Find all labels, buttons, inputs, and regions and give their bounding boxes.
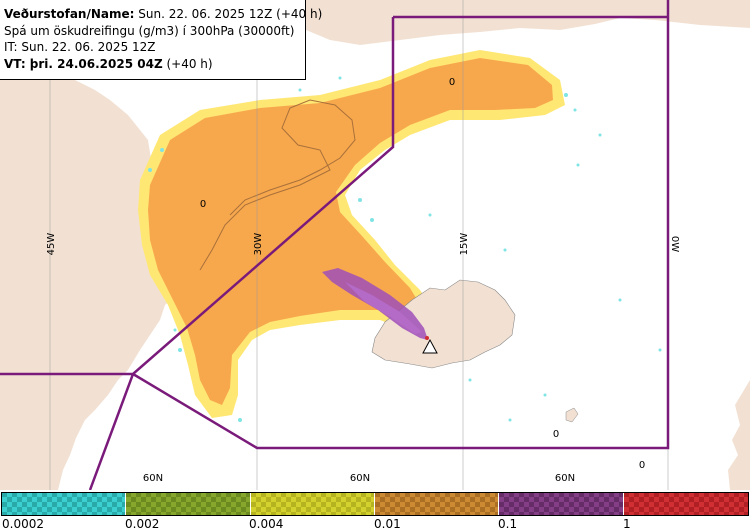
- contour-label-3: 0: [553, 429, 559, 440]
- lat-label-2: 60N: [350, 473, 370, 484]
- faroe-islands: [565, 407, 579, 423]
- concentration-legend: 0.0002 0.002 0.004 0.01 0.1 1: [0, 490, 750, 532]
- info-source-label: Veðurstofan/Name:: [4, 7, 135, 21]
- lon-label-30w: 30W: [253, 233, 264, 256]
- ash-plume-core: [345, 282, 422, 334]
- info-valid-offset: (+40 h): [162, 56, 213, 71]
- legend-swatch-1: [2, 492, 125, 516]
- info-line-2: Spá um öskudreifingu (g/m3) í 300hPa (30…: [4, 23, 295, 38]
- legend-swatch-6: [624, 492, 748, 516]
- ash-forecast-map: 45W 30W 15W 0W 60N 60N 60N 0 0 0 0: [0, 0, 750, 490]
- contour-label-1: 0: [449, 77, 455, 88]
- lat-label-3: 60N: [555, 473, 575, 484]
- legend-tick-1: 0.0002: [2, 517, 44, 531]
- legend-swatch-5: [499, 492, 623, 516]
- lat-label-1: 60N: [143, 473, 163, 484]
- legend-swatch-4: [375, 492, 498, 516]
- longitude-labels: 45W 30W 15W 0W: [46, 233, 680, 256]
- greenland-north-land: [300, 0, 750, 45]
- info-line-1: Veðurstofan/Name: Sun. 22. 06. 2025 12Z …: [4, 6, 322, 23]
- lon-label-15w: 15W: [459, 233, 470, 256]
- ash-cyan-edge: [148, 76, 662, 422]
- volcano-triangle-icon: [422, 338, 438, 354]
- legend-tick-3: 0.004: [249, 517, 284, 531]
- volcano-dot-icon: [425, 336, 429, 340]
- norway-coast: [728, 380, 750, 490]
- legend-swatch-3: [251, 492, 374, 516]
- fir-boundary: [0, 0, 670, 490]
- info-line-3: IT: Sun. 22. 06. 2025 12Z: [4, 40, 156, 54]
- contour-labels: 0 0 0 0: [200, 77, 645, 471]
- lon-label-45w: 45W: [46, 233, 57, 256]
- legend-tick-4: 0.01: [374, 517, 401, 531]
- legend-tick-5: 0.1: [498, 517, 518, 531]
- contour-label-4: 0: [639, 460, 645, 471]
- legend-tick-2: 0.002: [125, 517, 160, 531]
- forecast-info-box: Veðurstofan/Name: Sun. 22. 06. 2025 12Z …: [0, 0, 322, 80]
- greenland-coast-in-cloud: [199, 99, 356, 271]
- info-line-4: VT: þri. 24.06.2025 04Z (+40 h): [4, 56, 301, 73]
- legend-border: [1, 492, 749, 516]
- legend-tick-6: 1: [623, 517, 631, 531]
- latitude-labels: 60N 60N 60N: [143, 473, 575, 484]
- lon-label-0w: 0W: [669, 236, 680, 252]
- ash-cloud-orange: [148, 58, 553, 405]
- contour-label-2: 0: [200, 199, 206, 210]
- legend-swatch-2: [126, 492, 250, 516]
- info-valid-time: VT: þri. 24.06.2025 04Z: [4, 56, 163, 71]
- info-source-date: Sun. 22. 06. 2025 12Z (+40 h): [134, 7, 323, 21]
- iceland-land: [371, 279, 516, 369]
